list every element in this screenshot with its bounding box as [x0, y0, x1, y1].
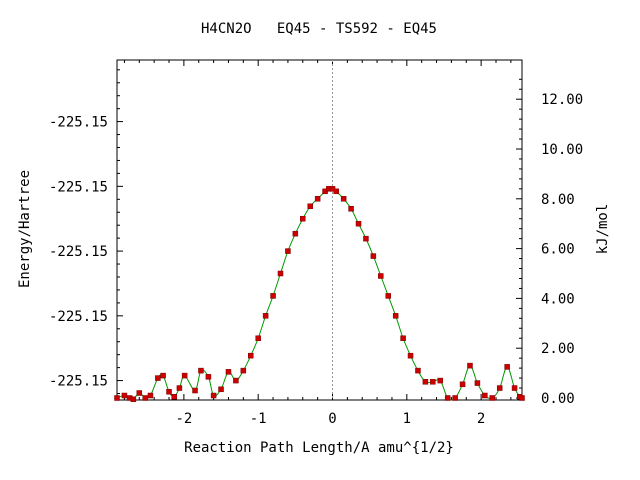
y-tick-label: -225.15	[49, 374, 108, 390]
data-point	[225, 369, 232, 375]
x-tick-label: 2	[477, 411, 485, 427]
data-point	[430, 379, 436, 385]
data-point	[218, 386, 224, 393]
data-point	[467, 362, 473, 369]
x-tick-label: -1	[250, 411, 267, 427]
y-axis-title: Energy/Hartree	[17, 170, 33, 288]
data-point	[333, 188, 339, 195]
data-point	[147, 392, 154, 399]
y-tick-label: -225.15	[49, 244, 108, 260]
data-point	[160, 372, 166, 379]
data-point	[459, 381, 466, 388]
chart-title: H4CN2O EQ45 - TS592 - EQ45	[201, 21, 437, 37]
y2-axis-title: kJ/mol	[595, 204, 611, 255]
data-point	[355, 220, 362, 227]
series-line	[116, 188, 523, 401]
data-point	[444, 395, 451, 401]
data-point	[270, 293, 276, 299]
data-point	[176, 385, 183, 391]
data-point	[415, 367, 421, 374]
y2-tick-label: 12.00	[541, 92, 583, 108]
x-tick-label: 0	[328, 411, 336, 427]
data-point	[482, 392, 488, 399]
data-point	[248, 352, 254, 359]
data-point	[400, 335, 406, 341]
y2-tick-label: 4.00	[541, 291, 575, 307]
y-tick-label: -225.15	[49, 309, 108, 325]
data-point	[240, 367, 247, 374]
data-point	[452, 395, 458, 401]
data-point	[407, 352, 414, 359]
data-point	[392, 313, 399, 319]
y2-tick-label: 10.00	[541, 142, 583, 158]
data-point	[166, 389, 172, 395]
data-point	[340, 196, 347, 202]
data-point	[437, 377, 444, 384]
data-point	[210, 392, 217, 399]
x-axis-title: Reaction Path Length/A amu^{1/2}	[184, 440, 454, 456]
data-point	[511, 385, 518, 391]
data-point	[292, 230, 299, 237]
data-point	[422, 379, 429, 385]
data-point	[504, 364, 510, 370]
data-point	[136, 390, 143, 396]
data-point	[370, 253, 377, 259]
y2-tick-label: 0.00	[541, 391, 575, 407]
data-point	[130, 396, 137, 402]
data-point	[348, 206, 354, 212]
data-point	[205, 374, 212, 380]
plot-frame	[116, 59, 523, 401]
data-point	[181, 372, 188, 379]
y-tick-label: -225.15	[49, 115, 108, 131]
data-point	[378, 273, 384, 279]
data-point	[307, 203, 313, 210]
y-tick-label: -225.15	[49, 179, 108, 195]
data-point	[255, 335, 261, 341]
series-layer	[114, 186, 525, 402]
data-point	[171, 394, 177, 400]
data-point	[489, 395, 496, 401]
data-point	[314, 196, 321, 202]
data-point	[285, 248, 291, 254]
data-point	[385, 293, 391, 299]
data-point	[121, 392, 128, 399]
data-point	[155, 375, 161, 381]
data-point	[192, 387, 198, 394]
y2-tick-label: 8.00	[541, 192, 575, 208]
data-point	[114, 395, 120, 401]
axes-layer: -2 -1 0 1 2 -225.15 -225.15 -225.15 -225.15 -225.…	[49, 60, 583, 427]
data-point	[277, 270, 284, 277]
x-tick-label: -2	[175, 411, 192, 427]
y2-tick-label: 2.00	[541, 341, 575, 357]
data-point	[142, 395, 148, 401]
data-point	[300, 215, 306, 222]
data-point	[233, 377, 239, 384]
y2-tick-label: 6.00	[541, 242, 575, 258]
data-point	[363, 235, 369, 242]
data-point	[474, 380, 481, 386]
data-point	[496, 385, 503, 391]
data-point	[519, 395, 525, 401]
x-tick-label: 1	[403, 411, 411, 427]
data-point	[262, 313, 269, 319]
data-point	[198, 367, 204, 374]
